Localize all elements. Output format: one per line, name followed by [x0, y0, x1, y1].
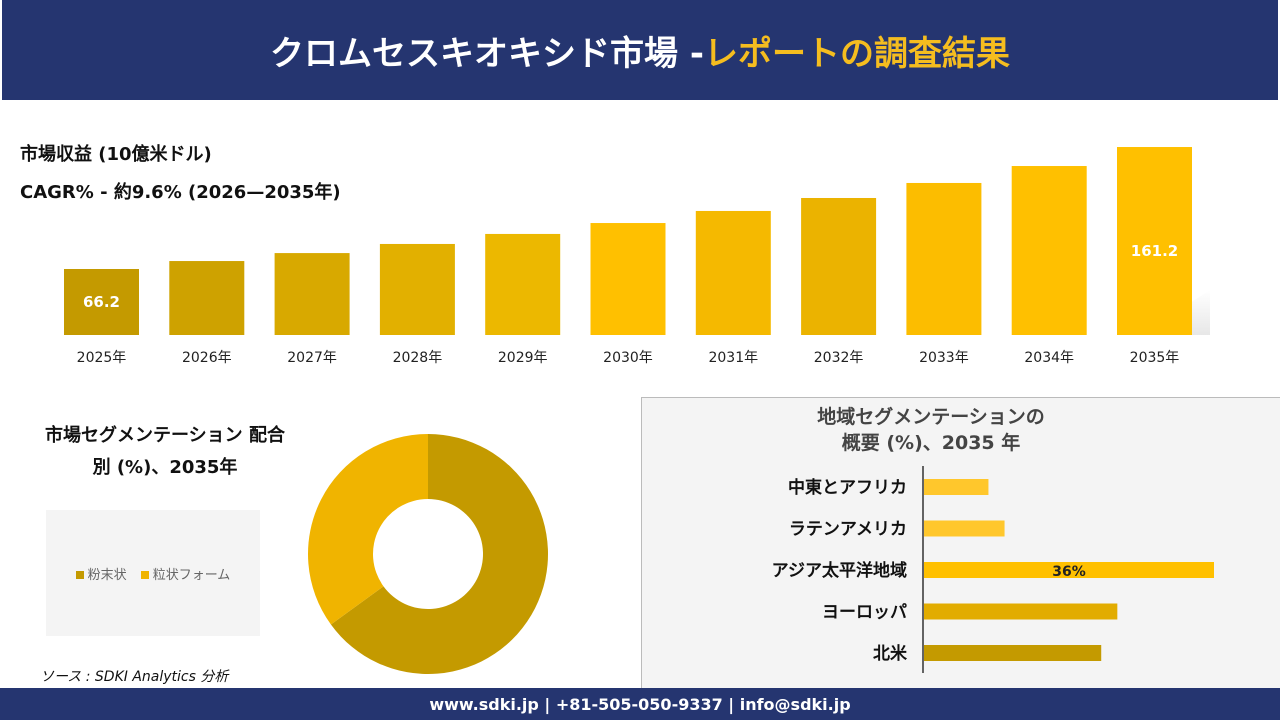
region-label: 北米: [873, 643, 908, 664]
region-label: アジア太平洋地域: [772, 560, 907, 581]
region-title: 地域セグメンテーションの 概要 (%)、2035 年: [817, 406, 1045, 454]
title-highlight: レポートの調査結果: [703, 33, 1010, 74]
x-tick-label: 2031年: [708, 350, 758, 366]
bar-2032年: [801, 197, 877, 335]
region-label: ヨーロッパ: [822, 603, 907, 623]
page-header: クロムセスキオキシド市場 - レポートの調査結果: [2, 0, 1278, 100]
x-tick-label: 2026年: [182, 350, 232, 366]
bar-2029年: [485, 233, 561, 335]
bar-2034年: [1011, 166, 1087, 335]
donut-slice-粉末状: [330, 434, 548, 674]
bar-2027年: [274, 253, 350, 335]
formulation-donut: [308, 434, 548, 674]
footer-contact: www.sdki.jp | +81-505-050-9337 | info@sd…: [0, 688, 1280, 720]
formulation-title: 市場セグメンテーション 配合別 (%)、2035年: [45, 425, 285, 478]
x-tick-label: 2035年: [1130, 350, 1180, 366]
region-bar-ヨーロッパ: [924, 603, 1118, 620]
region-bar-アジア太平洋地域: [924, 562, 1214, 578]
x-tick-label: 2030年: [603, 350, 653, 366]
donut-legend: 粉末状 粒状フォーム: [46, 510, 260, 636]
revenue-label: 市場収益 (10億米ドル): [20, 144, 212, 165]
bar-2030年: [590, 223, 666, 335]
bar-2035年: [1117, 147, 1192, 335]
revenue-bar-chart: 2025年 66.2 2026年 2027年 2028年 2029年 2030年 2031年 2…: [60, 147, 1210, 366]
data-label: 36%: [1052, 564, 1086, 580]
data-label: 161.2: [1131, 242, 1178, 260]
legend-item: 粒状フォーム: [140, 564, 230, 583]
x-tick-label: 2032年: [814, 350, 864, 366]
donut-slice-粒状フォーム: [308, 434, 428, 625]
x-tick-label: 2028年: [393, 350, 443, 366]
x-tick-label: 2033年: [919, 350, 969, 366]
x-tick-label: 2029年: [498, 350, 548, 366]
x-tick-label: 2027年: [287, 350, 337, 366]
bar-2025年: [64, 268, 139, 335]
region-label: ラテンアメリカ: [789, 520, 907, 540]
x-tick-label: 2034年: [1024, 350, 1074, 366]
data-label: 66.2: [83, 293, 120, 311]
region-bar-北米: [924, 645, 1102, 661]
bar-2028年: [379, 243, 455, 335]
region-label: 中東とアフリカ: [788, 477, 907, 498]
title-main: クロムセスキオキシド市場 -: [270, 33, 704, 74]
cagr-label: CAGR% - 約9.6% (2026—2035年): [20, 182, 341, 203]
source-note: ソース : SDKI Analytics 分析: [40, 669, 229, 685]
bar-2026年: [169, 261, 245, 335]
region-bar-中東とアフリカ: [924, 479, 989, 495]
region-panel: 地域セグメンテーションの 概要 (%)、2035 年 中東とアフリカ ラテンアメリカ…: [641, 397, 1280, 688]
bar-2031年: [695, 210, 771, 335]
formulation-panel: 市場セグメンテーション 配合別 (%)、2035年 粉末状 粒状フォーム ソース…: [0, 398, 640, 688]
region-bar-ラテンアメリカ: [924, 520, 1005, 537]
x-tick-label: 2025年: [77, 350, 127, 366]
bar-2033年: [906, 182, 982, 335]
legend-item: 粉末状: [75, 564, 127, 583]
